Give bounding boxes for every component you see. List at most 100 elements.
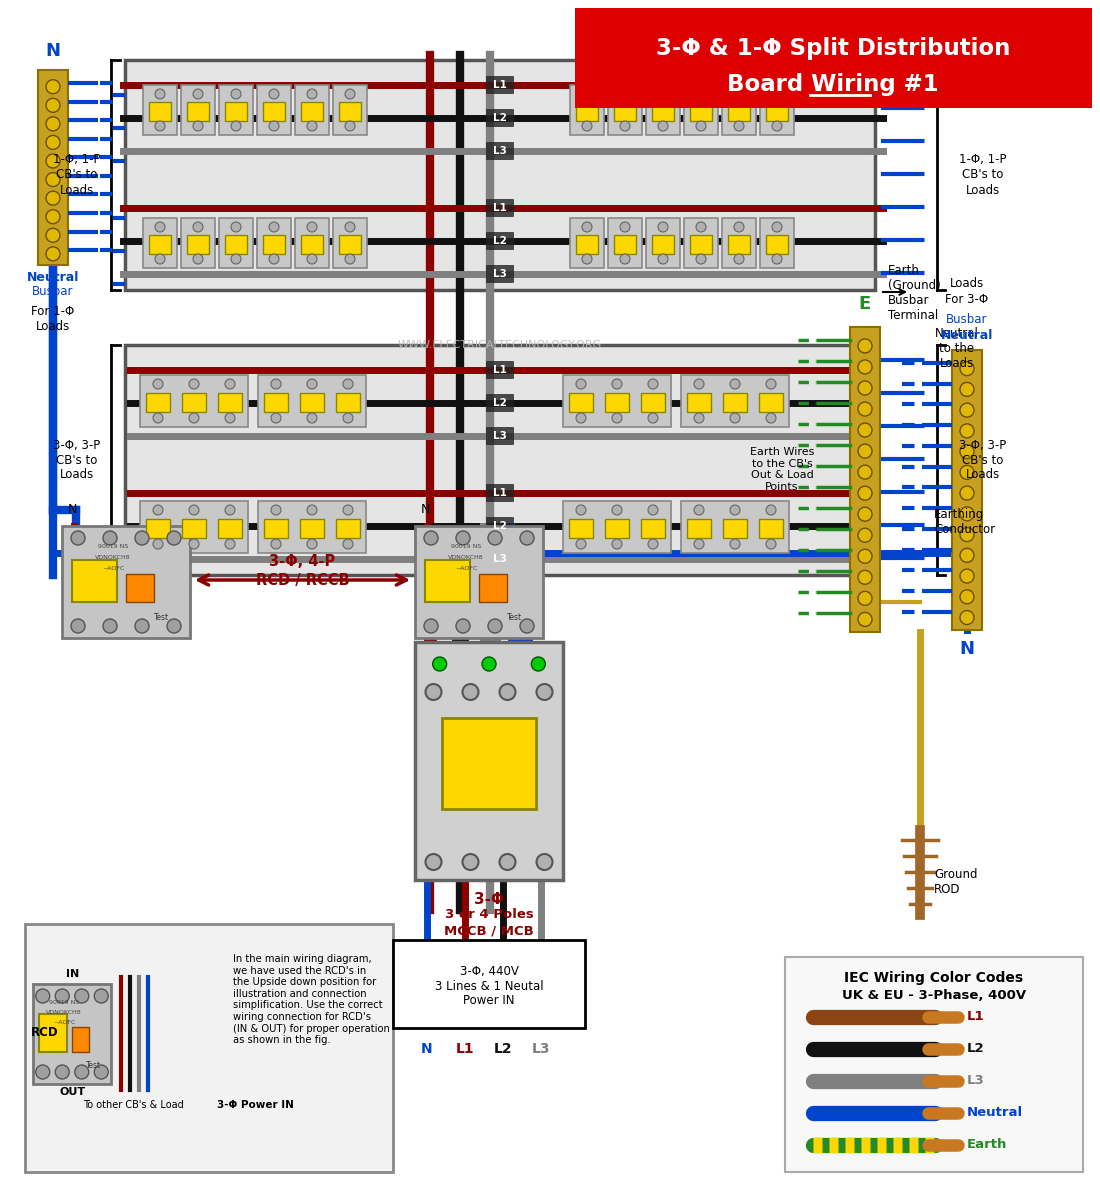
Circle shape [858,338,872,353]
Circle shape [960,528,974,541]
Circle shape [696,254,706,264]
Bar [614,102,636,121]
Circle shape [189,539,199,550]
FancyBboxPatch shape [486,232,514,250]
Text: L2: L2 [493,236,507,246]
Circle shape [694,505,704,515]
Circle shape [960,569,974,583]
Circle shape [960,590,974,604]
Bar [760,218,794,268]
Bar [333,85,367,134]
Bar [187,102,209,121]
Text: L2: L2 [493,398,507,408]
Bar [40,1014,66,1052]
FancyBboxPatch shape [486,265,514,283]
Bar [576,235,598,254]
Circle shape [730,539,740,550]
Bar [257,85,292,134]
Bar [688,392,711,413]
Circle shape [576,505,586,515]
Bar [150,235,170,254]
Text: N: N [67,503,77,516]
Circle shape [46,173,60,186]
Bar [563,374,671,427]
Circle shape [620,254,630,264]
Circle shape [658,121,668,131]
Text: 3-Φ, 3-P
CB's to
Loads: 3-Φ, 3-P CB's to Loads [959,438,1007,481]
Text: VDNOKCH8: VDNOKCH8 [449,554,484,560]
Bar [219,218,253,268]
Bar [608,85,642,134]
Text: N: N [45,42,60,60]
Text: L2: L2 [493,113,507,122]
Circle shape [135,619,149,634]
Circle shape [55,1066,69,1079]
Circle shape [462,854,478,870]
Text: L3: L3 [967,1074,984,1087]
Bar [415,526,543,638]
Circle shape [72,619,85,634]
Text: L3: L3 [493,146,507,156]
Bar [684,85,718,134]
Bar [264,392,288,413]
Circle shape [456,530,470,545]
Bar [688,518,711,539]
Circle shape [189,505,199,515]
Bar [722,85,756,134]
Circle shape [189,413,199,422]
Circle shape [270,222,279,232]
Bar [143,218,177,268]
Bar [563,502,671,553]
Circle shape [858,612,872,626]
Bar [146,392,170,413]
Circle shape [960,361,974,376]
Text: Neutral: Neutral [940,329,993,342]
Circle shape [307,254,317,264]
Bar [641,518,666,539]
Circle shape [46,116,60,131]
Bar [339,102,361,121]
Text: UK & EU - 3-Phase, 400V: UK & EU - 3-Phase, 400V [842,989,1026,1002]
Circle shape [531,658,546,671]
Circle shape [135,530,149,545]
Bar [478,574,507,602]
Bar [336,392,360,413]
Text: Earth
(Ground)
Busbar
Terminal: Earth (Ground) Busbar Terminal [888,264,940,322]
Circle shape [694,413,704,422]
Bar [690,102,712,121]
FancyBboxPatch shape [486,484,514,502]
Circle shape [192,89,204,98]
Bar [605,392,629,413]
Circle shape [155,89,165,98]
Text: Neutral
to the
Loads: Neutral to the Loads [935,326,979,370]
Text: For 3-Φ: For 3-Φ [945,293,989,306]
Circle shape [582,121,592,131]
Text: 3-Φ: 3-Φ [474,892,504,907]
Bar [614,235,636,254]
Circle shape [343,539,353,550]
Circle shape [730,413,740,422]
Circle shape [307,379,317,389]
Circle shape [75,1066,89,1079]
Circle shape [499,684,516,700]
Circle shape [432,658,447,671]
Circle shape [582,89,592,98]
Bar [226,235,246,254]
Text: L2: L2 [967,1043,984,1056]
Bar [569,518,593,539]
Text: OUT: OUT [59,1087,86,1097]
Circle shape [858,360,872,374]
Circle shape [55,989,69,1003]
Bar [652,102,674,121]
Bar [608,218,642,268]
Text: In the main wiring diagram,
we have used the RCD's in
the Upside down position f: In the main wiring diagram, we have used… [233,954,389,1045]
Circle shape [72,530,85,545]
Bar [722,218,756,268]
Circle shape [167,619,182,634]
Bar [301,102,323,121]
Circle shape [46,228,60,242]
Text: 90019 NS: 90019 NS [50,1000,79,1004]
Bar [258,502,366,553]
FancyBboxPatch shape [486,427,514,445]
Bar [25,924,393,1172]
